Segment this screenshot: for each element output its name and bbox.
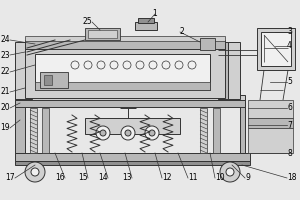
Bar	[30, 108, 37, 153]
Text: 24: 24	[0, 36, 10, 45]
Circle shape	[145, 126, 159, 140]
Circle shape	[188, 61, 196, 69]
Bar	[15, 103, 25, 153]
Circle shape	[71, 61, 79, 69]
Bar	[135, 22, 157, 30]
Bar	[257, 28, 295, 70]
Bar	[85, 28, 120, 40]
Bar	[15, 95, 245, 100]
Circle shape	[149, 130, 155, 136]
Text: 23: 23	[0, 50, 10, 60]
Text: 9: 9	[245, 173, 250, 182]
Bar	[240, 103, 245, 153]
Text: 21: 21	[1, 88, 10, 97]
Bar	[25, 48, 225, 98]
Circle shape	[226, 168, 234, 176]
Bar	[25, 36, 225, 41]
Text: 10: 10	[215, 173, 225, 182]
Bar	[35, 82, 210, 90]
Circle shape	[31, 168, 39, 176]
Bar	[213, 108, 220, 153]
Text: 16: 16	[56, 173, 65, 182]
Text: 11: 11	[188, 173, 197, 182]
Bar	[138, 18, 154, 23]
Text: 12: 12	[162, 173, 172, 182]
Circle shape	[136, 61, 144, 69]
Circle shape	[125, 130, 131, 136]
Bar	[85, 118, 180, 134]
Text: 7: 7	[287, 120, 292, 130]
Circle shape	[97, 61, 105, 69]
Bar	[248, 128, 293, 153]
Text: 2: 2	[180, 27, 185, 36]
Circle shape	[175, 61, 183, 69]
Bar	[88, 30, 117, 38]
Circle shape	[100, 130, 106, 136]
Bar	[42, 108, 49, 153]
Bar	[35, 54, 210, 90]
Bar	[40, 72, 68, 88]
Circle shape	[123, 61, 131, 69]
Bar	[228, 42, 240, 99]
Text: 22: 22	[1, 68, 10, 76]
Circle shape	[25, 162, 45, 182]
Bar	[44, 75, 52, 85]
Bar	[27, 42, 32, 99]
Text: 6: 6	[287, 104, 292, 112]
Text: 20: 20	[0, 104, 10, 112]
Circle shape	[220, 162, 240, 182]
Text: 3: 3	[287, 27, 292, 36]
Bar	[15, 42, 27, 99]
Text: 1: 1	[153, 9, 158, 19]
Bar	[15, 99, 245, 107]
Circle shape	[121, 126, 135, 140]
Bar	[218, 42, 228, 99]
Circle shape	[96, 126, 110, 140]
Text: 14: 14	[98, 173, 108, 182]
Bar	[261, 32, 291, 66]
Text: 19: 19	[0, 123, 10, 132]
Bar	[15, 153, 250, 161]
Circle shape	[84, 61, 92, 69]
Text: 8: 8	[287, 148, 292, 158]
Text: 5: 5	[287, 77, 292, 86]
Bar	[15, 161, 250, 165]
Text: 18: 18	[287, 173, 296, 182]
Bar	[248, 118, 293, 128]
Text: 13: 13	[122, 173, 132, 182]
Bar	[200, 108, 207, 153]
Circle shape	[162, 61, 170, 69]
Bar	[25, 40, 225, 49]
Text: 4: 4	[287, 42, 292, 50]
Text: 15: 15	[78, 173, 88, 182]
Text: 25: 25	[82, 18, 92, 26]
Circle shape	[110, 61, 118, 69]
Bar	[200, 38, 215, 50]
Circle shape	[149, 61, 157, 69]
Text: 17: 17	[5, 173, 15, 182]
Bar	[248, 100, 293, 118]
